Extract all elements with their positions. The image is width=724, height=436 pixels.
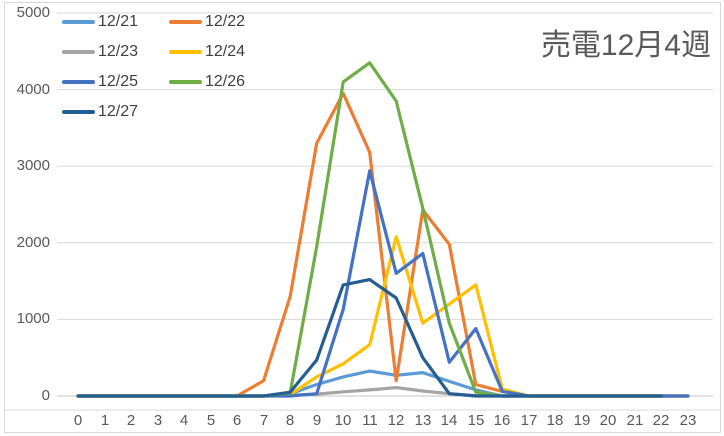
x-tick-label: 18: [546, 412, 564, 429]
x-tick-label: 3: [153, 412, 163, 429]
y-tick-label: 5000: [16, 4, 50, 21]
x-tick-label: 5: [206, 412, 216, 429]
x-tick-label: 9: [312, 412, 322, 429]
legend-label: 12/24: [205, 43, 246, 60]
x-tick-label: 20: [599, 412, 617, 429]
x-tick-label: 22: [652, 412, 670, 429]
legend-label: 12/25: [98, 73, 139, 90]
series-line-12/21: [76, 369, 690, 398]
x-tick-label: 12: [387, 412, 405, 429]
series-line-12/27: [76, 278, 664, 398]
legend-swatch: [62, 20, 95, 24]
legend-label: 12/22: [205, 13, 246, 30]
y-tick-label: 3000: [16, 157, 50, 174]
legend-item-12/26[interactable]: 12/26: [169, 67, 279, 97]
legend-item-12/21[interactable]: 12/21: [62, 7, 169, 37]
legend-swatch: [169, 50, 202, 54]
legend-item-12/23[interactable]: 12/23: [62, 37, 169, 67]
x-tick-label: 14: [440, 412, 458, 429]
x-tick-label: 6: [232, 412, 242, 429]
x-tick-label: 2: [126, 412, 136, 429]
legend-label: 12/23: [98, 43, 139, 60]
series-line-12/25: [76, 169, 690, 398]
legend-swatch: [169, 20, 202, 24]
legend-label: 12/26: [205, 73, 246, 90]
x-tick-label: 7: [259, 412, 269, 429]
legend-item-12/25[interactable]: 12/25: [62, 67, 169, 97]
series-line-12/22: [76, 91, 690, 398]
y-tick-label: 1000: [16, 310, 50, 327]
legend-label: 12/27: [98, 103, 139, 120]
y-tick-label: 0: [41, 387, 50, 404]
legend-label: 12/21: [98, 13, 139, 30]
x-tick-label: 8: [285, 412, 295, 429]
legend-item-12/24[interactable]: 12/24: [169, 37, 279, 67]
x-tick-label: 0: [73, 412, 83, 429]
x-tick-label: 23: [679, 412, 697, 429]
x-tick-label: 17: [520, 412, 538, 429]
legend-swatch: [62, 110, 95, 114]
x-tick-label: 16: [493, 412, 511, 429]
y-tick-label: 2000: [16, 234, 50, 251]
chart-title: 売電12月4週: [540, 29, 711, 62]
x-tick-label: 19: [573, 412, 591, 429]
legend-swatch: [169, 80, 202, 84]
legend-item-12/22[interactable]: 12/22: [169, 7, 279, 37]
y-tick-label: 4000: [16, 81, 50, 98]
chart-frame: [4, 2, 721, 433]
x-tick-label: 15: [467, 412, 485, 429]
x-tick-label: 11: [362, 412, 378, 429]
x-tick-label: 1: [100, 412, 110, 429]
legend-swatch: [62, 80, 95, 84]
x-tick-label: 10: [334, 412, 352, 429]
x-tick-label: 13: [414, 412, 432, 429]
x-tick-label: 21: [626, 412, 644, 429]
x-tick-label: 4: [179, 412, 189, 429]
legend-swatch: [62, 50, 95, 54]
legend: 12/21 12/22 12/23 12/24 12/25 12/26 12/27: [62, 7, 279, 127]
legend-item-12/27[interactable]: 12/27: [62, 97, 169, 127]
